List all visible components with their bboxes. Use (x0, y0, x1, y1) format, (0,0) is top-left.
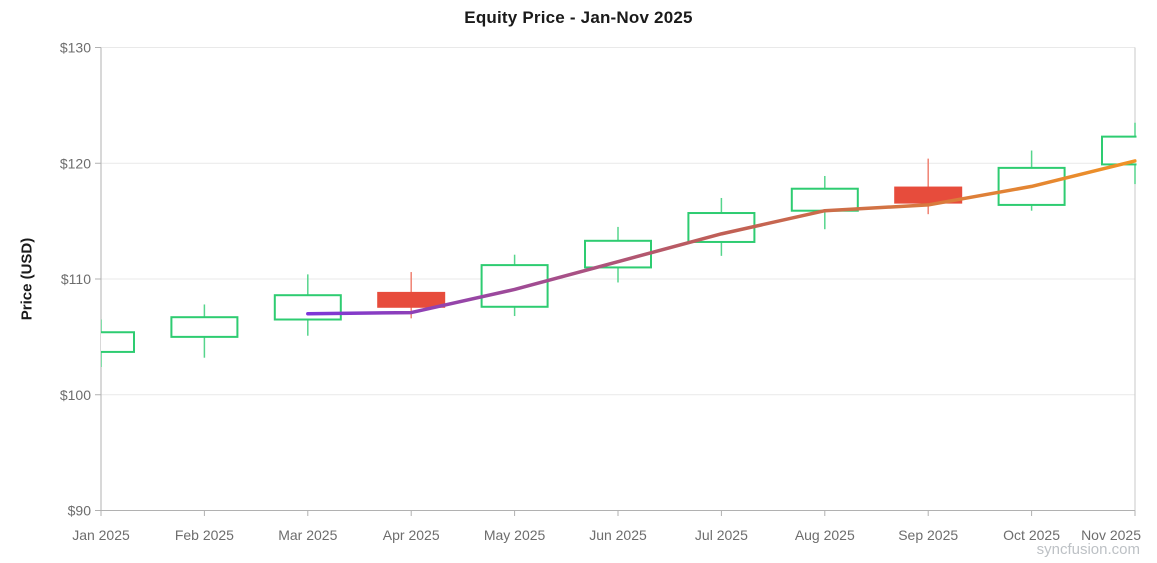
y-axis-label: $90 (68, 503, 92, 519)
y-axis-label: $130 (60, 40, 91, 56)
candle-body (894, 186, 963, 204)
candle-mar[interactable] (273, 274, 342, 336)
x-axis-label: Mar 2025 (278, 527, 337, 543)
x-axis-label: Nov 2025 (1081, 527, 1141, 543)
candle-nov[interactable] (1101, 122, 1157, 185)
candle-body (170, 316, 239, 338)
candle-body (997, 166, 1066, 206)
y-axis-label: $110 (61, 271, 91, 287)
x-axis-label: Jun 2025 (589, 527, 647, 543)
y-axis-label: $120 (60, 155, 91, 171)
candle-body (790, 187, 859, 212)
candle-body (273, 294, 342, 321)
x-axis-label: Jan 2025 (72, 527, 130, 543)
candle-jan[interactable] (68, 319, 135, 367)
y-axis-label: $100 (60, 387, 91, 403)
x-axis-label: Aug 2025 (795, 527, 855, 543)
candle-aug[interactable] (790, 175, 859, 230)
x-axis-label: Oct 2025 (1003, 527, 1060, 543)
candle-body (480, 264, 549, 308)
trendline[interactable] (306, 159, 1137, 316)
x-axis-label: Sep 2025 (898, 527, 958, 543)
candle-body (101, 331, 135, 353)
x-axis-label: Apr 2025 (383, 527, 440, 543)
candle-body (1101, 135, 1137, 166)
candle-may[interactable] (480, 254, 549, 317)
watermark-link[interactable]: syncfusion.com (1036, 541, 1140, 558)
candle-body (377, 291, 446, 308)
candle-oct[interactable] (997, 150, 1066, 211)
chart-title: Equity Price - Jan-Nov 2025 (464, 8, 693, 27)
candle-feb[interactable] (170, 304, 239, 358)
x-axis-label: May 2025 (484, 527, 546, 543)
x-axis-label: Feb 2025 (175, 527, 234, 543)
candle-apr[interactable] (377, 272, 446, 319)
x-axis-label: Jul 2025 (695, 527, 748, 543)
